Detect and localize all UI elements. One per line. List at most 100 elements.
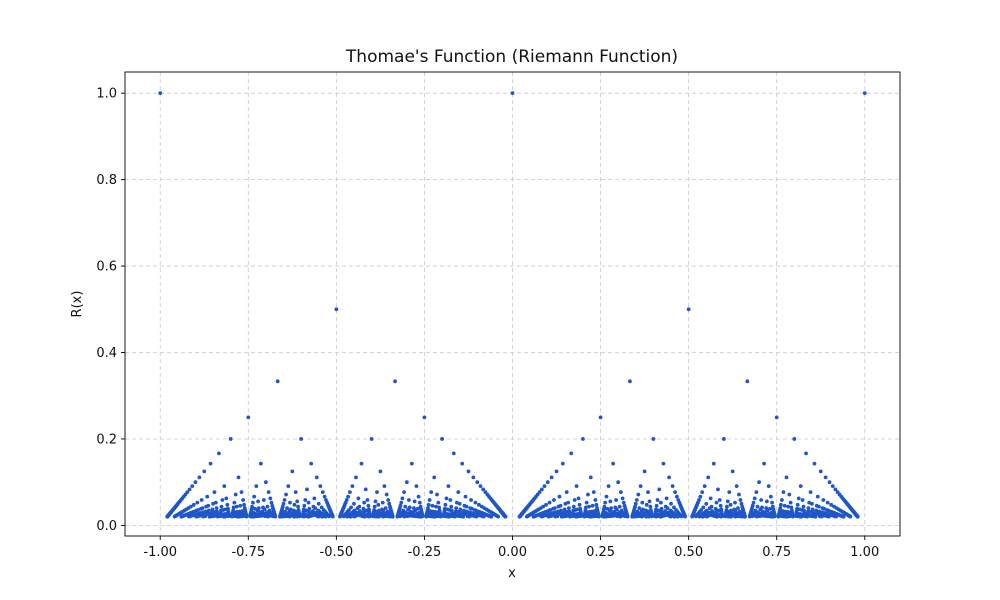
scatter-point: [644, 514, 649, 519]
scatter-point: [822, 506, 827, 511]
y-tick-label: 0.0: [96, 519, 117, 534]
scatter-point: [790, 514, 795, 519]
scatter-point: [416, 494, 421, 499]
scatter-point: [187, 487, 192, 492]
scatter-point: [503, 514, 508, 519]
scatter-point: [346, 494, 351, 499]
scatter-point: [238, 503, 243, 508]
scatter-point: [235, 514, 240, 519]
scatter-point: [252, 494, 257, 499]
scatter-point: [823, 475, 828, 480]
scatter-point: [554, 469, 559, 474]
scatter-point: [855, 514, 860, 519]
scatter-point: [179, 514, 184, 519]
scatter-point: [473, 500, 478, 505]
scatter-point: [399, 500, 404, 505]
scatter-point: [562, 507, 567, 512]
scatter-point: [319, 505, 324, 510]
scatter-point: [384, 492, 389, 497]
scatter-point: [221, 514, 226, 519]
scatter-point: [651, 437, 656, 441]
scatter-point: [286, 484, 291, 489]
scatter-point: [664, 496, 669, 501]
scatter-point: [661, 461, 666, 466]
scatter-point: [376, 514, 381, 519]
scatter-point: [446, 484, 451, 489]
scatter-point: [438, 514, 443, 519]
scatter-point: [282, 498, 287, 502]
scatter-point: [784, 475, 789, 480]
scatter-point: [726, 514, 731, 519]
scatter-point: [841, 514, 846, 519]
scatter-point: [467, 514, 472, 519]
scatter-point: [475, 480, 480, 485]
x-axis-label: x: [508, 566, 516, 581]
x-tick-label: -0.25: [408, 545, 442, 560]
scatter-point: [657, 487, 662, 492]
scatter-point: [539, 487, 544, 492]
scatter-point: [788, 500, 793, 505]
scatter-point: [287, 514, 292, 519]
scatter-point: [706, 475, 711, 480]
scatter-point: [349, 505, 353, 510]
scatter-point: [551, 506, 556, 511]
scatter-point: [616, 480, 621, 485]
scatter-point: [424, 514, 429, 519]
scatter-point: [655, 498, 660, 502]
scatter-point: [341, 514, 346, 519]
scatter-point: [302, 503, 307, 508]
scatter-point: [230, 514, 235, 519]
scatter-point: [571, 504, 576, 509]
scatter-point: [320, 514, 325, 519]
scatter-point: [694, 514, 698, 519]
scatter-point: [782, 503, 787, 508]
scatter-point: [546, 514, 551, 519]
scatter-point: [714, 514, 719, 519]
x-tick-label: 0.75: [762, 545, 791, 560]
scatter-point: [738, 498, 743, 502]
y-axis-label: R(x): [70, 291, 85, 318]
scatter-point: [236, 475, 241, 480]
scatter-point: [190, 484, 195, 489]
scatter-point: [700, 490, 705, 495]
scatter-point: [373, 499, 378, 504]
scatter-point: [723, 514, 728, 519]
scatter-point: [447, 514, 451, 519]
scatter-point: [296, 504, 300, 509]
scatter-point: [210, 507, 215, 512]
scatter-point: [531, 514, 536, 519]
scatter-point: [581, 437, 585, 441]
scatter-point: [323, 514, 328, 519]
scatter-point: [478, 484, 483, 489]
scatter-point: [647, 514, 651, 519]
scatter-point: [766, 484, 771, 489]
scatter-point: [588, 514, 592, 519]
y-tick-label: 0.6: [96, 260, 117, 275]
scatter-point: [752, 496, 757, 501]
scatter-points: [158, 91, 867, 519]
scatter-point: [755, 504, 760, 509]
scatter-point: [402, 490, 407, 495]
scatter-point: [158, 91, 163, 96]
scatter-point: [615, 514, 620, 519]
scatter-point: [458, 507, 463, 512]
x-tick-label: 1.00: [850, 545, 879, 560]
scatter-point: [590, 503, 595, 508]
scatter-point: [433, 514, 437, 519]
scatter-point: [354, 475, 358, 480]
scatter-point: [577, 502, 582, 507]
scatter-point: [621, 500, 626, 505]
scatter-point: [219, 504, 224, 509]
scatter-point: [564, 490, 569, 495]
scatter-point: [834, 514, 838, 519]
scatter-point: [208, 461, 213, 466]
scatter-point: [261, 498, 266, 502]
scatter-point: [617, 504, 622, 509]
scatter-point: [269, 500, 274, 505]
scatter-point: [231, 505, 236, 510]
scatter-point: [275, 379, 280, 384]
scatter-point: [588, 475, 593, 480]
scatter-point: [733, 514, 738, 519]
scatter-point: [702, 484, 707, 489]
